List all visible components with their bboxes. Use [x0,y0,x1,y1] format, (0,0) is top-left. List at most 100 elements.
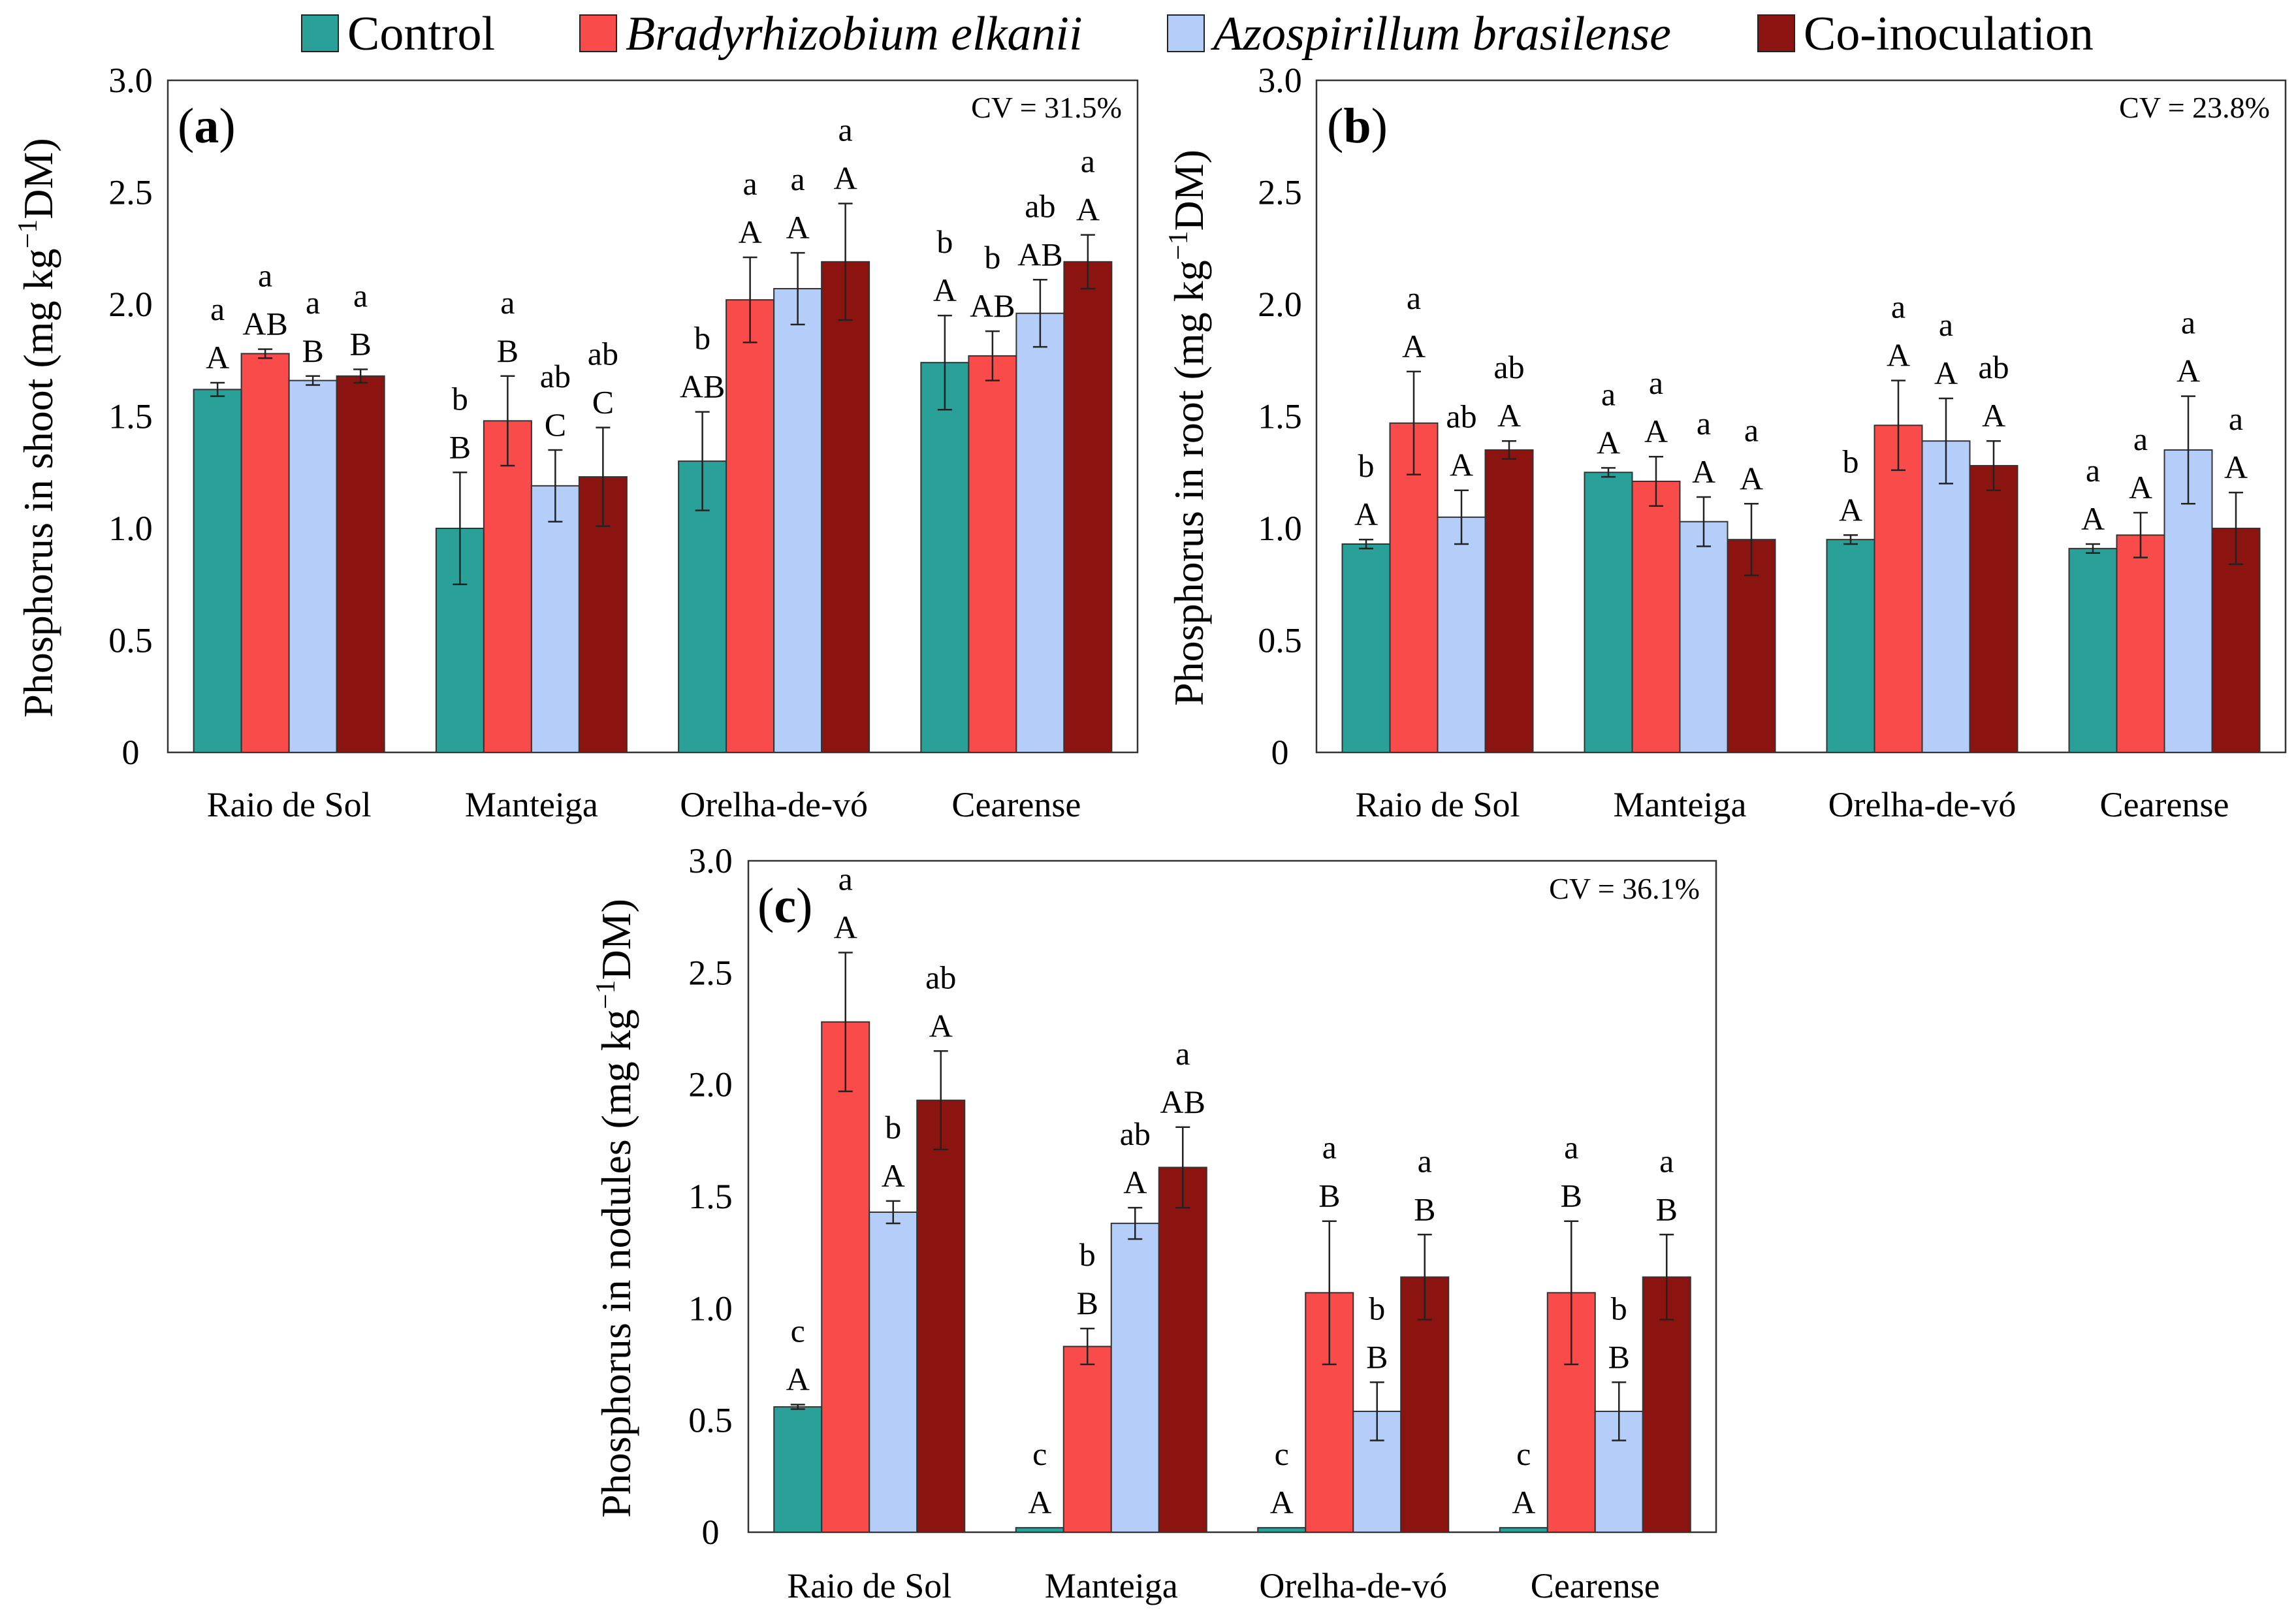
significance-upper: C [592,384,614,421]
y-tick-label: 2.5 [1258,173,1302,212]
significance-upper: B [1561,1178,1582,1214]
significance-upper: AB [1160,1084,1205,1120]
significance-lower: b [1079,1236,1096,1273]
bar-azospirillum-brasilense [773,287,823,753]
significance-lower: ab [540,358,571,394]
legend-label-co-inoculation: Co-inoculation [1804,7,2094,61]
significance-lower: a [1697,405,1711,442]
bar-co-inoculation [1969,464,2018,754]
y-tick-label: 0 [122,733,140,772]
y-tick-label: 0 [1271,733,1289,772]
significance-lower: a [1175,1035,1190,1072]
y-axis-title-main: Phosphorus in nodules (mg kg [593,1009,639,1518]
y-tick-label: 2.5 [688,953,733,992]
significance-upper: A [1982,397,2005,434]
bar-control [1015,1527,1064,1534]
y-tick-label: 3.0 [1258,61,1302,100]
significance-lower: a [2086,452,2100,489]
significance-upper: A [1934,355,1958,391]
bar-bradyrhizobium-elkanii [240,353,290,753]
y-tick-label: 1.0 [108,509,153,548]
significance-lower: a [2133,421,2148,457]
y-tick-label: 0.5 [688,1401,733,1440]
y-tick-label: 0.5 [1258,621,1302,660]
y-axis-title-sup: −1 [13,219,43,249]
significance-lower: a [500,284,515,321]
significance-lower: a [1322,1129,1337,1166]
panel-label-close: ) [219,99,235,153]
bar-azospirillum-brasilense [1679,521,1729,754]
significance-lower: ab [1025,187,1055,224]
plot-frame [747,860,1717,1534]
significance-upper: A [1450,447,1473,483]
plot-frame [167,79,1139,754]
significance-upper: A [1028,1484,1051,1520]
bar-azospirillum-brasilense [288,379,338,753]
bar-control [1341,543,1391,753]
significance-lower: b [694,320,710,357]
bar-control [773,1406,823,1534]
bar-control [1257,1527,1307,1534]
bar-bradyrhizobium-elkanii [968,355,1017,753]
legend-swatch-control [301,14,339,52]
significance-lower: a [1891,289,1905,325]
bar-bradyrhizobium-elkanii [483,420,532,753]
legend-swatch-co-inoculation [1757,14,1795,52]
bar-control [920,362,970,753]
significance-upper: AB [1017,236,1062,272]
significance-upper: A [739,214,762,250]
significance-lower: a [1081,143,1095,180]
significance-upper: A [786,1361,810,1398]
significance-upper: A [2081,500,2105,537]
significance-lower: c [1275,1436,1289,1472]
y-tick-label: 2.0 [108,285,153,324]
significance-upper: A [1692,453,1715,490]
bar-co-inoculation [2211,528,2261,753]
bar-azospirillum-brasilense [1015,312,1065,754]
significance-upper: A [1740,460,1763,496]
panel-b-root: 0 0.5 1.0 1.5 2.0 2.5 3.0 Phosphorus in root (m… [1164,61,2287,824]
significance-upper: AB [970,287,1015,324]
significance-upper: B [497,332,518,369]
significance-upper: B [1608,1338,1630,1375]
y-axis-title: Phosphorus in root (mg kg−1DM) [1164,150,1212,706]
bar-co-inoculation [1484,449,1534,753]
x-category-label: Orelha-de-vó [680,785,868,824]
significance-upper: B [1318,1178,1340,1214]
significance-lower: ab [925,959,956,995]
panel-label: (c) [757,878,812,933]
y-axis-title-sup: −1 [591,980,621,1010]
significance-lower: a [258,257,272,294]
significance-upper: A [929,1007,953,1044]
significance-lower: a [1649,364,1663,401]
bar-co-inoculation [1063,261,1113,753]
significance-upper: A [933,272,957,308]
significance-lower: a [306,284,320,321]
panel-label-open: ( [178,99,194,153]
significance-upper: A [1497,397,1521,434]
y-axis-title: Phosphorus in nodules (mg kg−1DM) [591,899,639,1518]
bar-bradyrhizobium-elkanii [821,1021,870,1533]
x-category-label: Manteiga [1614,785,1747,824]
x-category-label: Orelha-de-vó [1828,785,2017,824]
significance-upper: A [834,160,857,197]
significance-upper: B [1366,1338,1388,1375]
significance-upper: AB [680,368,725,405]
significance-upper: A [2129,469,2152,506]
legend-swatch-azospirillum-brasilense [1167,14,1205,52]
y-tick-label: 3.0 [108,61,153,100]
significance-lower: a [743,165,757,202]
panel-label-close: ) [796,878,812,933]
plot-frame [1315,79,2287,754]
panel-label-close: ) [1371,99,1388,153]
significance-upper: A [1076,191,1100,228]
significance-upper: A [834,908,857,945]
bar-control [1584,472,1633,753]
significance-upper: A [1597,424,1620,460]
significance-lower: a [353,277,368,313]
bar-azospirillum-brasilense [1921,440,1971,753]
cv-label: CV = 23.8% [2119,91,2270,124]
bar-co-inoculation [916,1099,966,1533]
significance-lower: a [1939,306,1953,343]
